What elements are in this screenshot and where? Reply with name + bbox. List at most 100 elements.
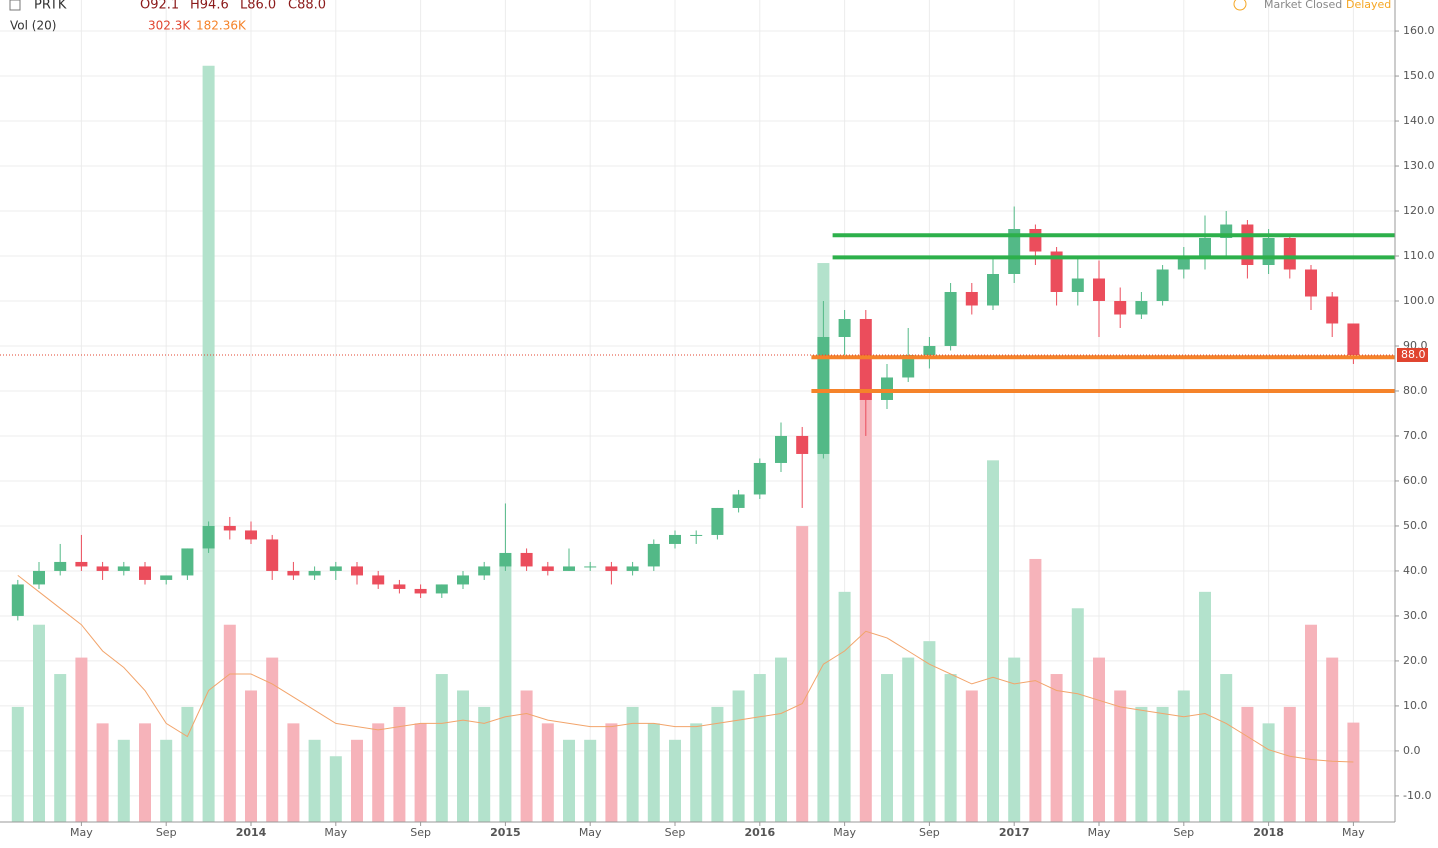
volume-bar bbox=[605, 723, 618, 822]
candle-body bbox=[753, 462, 766, 495]
candle-body bbox=[33, 570, 45, 585]
y-tick-label: 140.0 bbox=[1403, 114, 1435, 127]
volume-bar bbox=[287, 723, 300, 822]
candle-body bbox=[1093, 278, 1105, 301]
volume-bar bbox=[329, 756, 342, 822]
volume-bar bbox=[75, 657, 88, 822]
candle-body bbox=[266, 539, 279, 571]
volume-bar bbox=[520, 690, 533, 822]
candle-body bbox=[308, 570, 321, 576]
volume-ma-value: 182.36K bbox=[196, 19, 247, 33]
x-tick-label: May bbox=[833, 826, 856, 839]
volume-bar bbox=[1241, 706, 1254, 822]
volume-bar bbox=[202, 65, 215, 822]
candle-body bbox=[223, 525, 236, 531]
volume-bar bbox=[1071, 608, 1084, 822]
candle-body bbox=[1305, 269, 1317, 297]
volume-bar bbox=[11, 706, 24, 822]
candle-body bbox=[1262, 238, 1275, 266]
status-icon bbox=[1233, 0, 1247, 11]
volume-bar bbox=[711, 706, 724, 822]
axes: -10.0 0.0 10.0 20.0 30.0 40.0 50.0 60.0 70.0 80.0… bbox=[70, 24, 1434, 839]
volume-bar bbox=[393, 706, 406, 822]
candle-body bbox=[1326, 296, 1339, 324]
volume-bar bbox=[1156, 706, 1169, 822]
candle-body bbox=[414, 588, 427, 594]
candle-body bbox=[329, 566, 342, 571]
volume-bar bbox=[1029, 558, 1042, 822]
volume-bar bbox=[1135, 706, 1148, 822]
y-tick-label: 60.0 bbox=[1403, 474, 1428, 487]
candle-body bbox=[605, 566, 618, 571]
x-tick-label: Sep bbox=[665, 826, 686, 839]
volume-bar bbox=[1347, 722, 1360, 822]
candle-body bbox=[520, 552, 533, 567]
y-tick-label: 80.0 bbox=[1403, 384, 1428, 397]
candle-body bbox=[351, 566, 363, 576]
candle-body bbox=[1156, 269, 1169, 301]
volume-bar bbox=[732, 690, 745, 822]
y-tick-label: 150.0 bbox=[1403, 69, 1435, 82]
candle-body bbox=[117, 566, 130, 571]
candle-body bbox=[1135, 300, 1148, 315]
candle-body bbox=[584, 566, 597, 568]
volume-bar bbox=[1093, 657, 1105, 822]
y-tick-label: 120.0 bbox=[1403, 204, 1435, 217]
volume-ma-line bbox=[17, 575, 1354, 763]
x-tick-label: Sep bbox=[156, 826, 177, 839]
y-tick-label: 130.0 bbox=[1403, 159, 1435, 172]
y-tick-label: 10.0 bbox=[1403, 699, 1428, 712]
high-label: H94.6 bbox=[190, 0, 229, 13]
volume-bar bbox=[372, 723, 385, 822]
candle-body bbox=[647, 543, 660, 567]
volume-bar bbox=[859, 361, 872, 822]
candle-body bbox=[838, 318, 851, 337]
y-tick-label: 70.0 bbox=[1403, 429, 1428, 442]
volume-bar bbox=[902, 657, 915, 822]
volume-title: Vol (20) bbox=[10, 19, 56, 33]
volume-bar bbox=[1050, 674, 1063, 822]
candle-body bbox=[1199, 238, 1211, 257]
x-tick-label: 2016 bbox=[744, 826, 775, 839]
volume-bar bbox=[1114, 690, 1127, 822]
candle-body bbox=[202, 525, 215, 549]
y-tick-label: 40.0 bbox=[1403, 564, 1428, 577]
close-label: C88.0 bbox=[288, 0, 326, 13]
x-tick-label: May bbox=[70, 826, 93, 839]
volume-bar bbox=[965, 690, 978, 822]
candle-body bbox=[457, 575, 469, 585]
x-tick-label: Sep bbox=[410, 826, 431, 839]
volume-bar bbox=[414, 723, 427, 822]
volume-value: 302.3K bbox=[148, 19, 191, 33]
volume-bar bbox=[541, 723, 554, 822]
volume-bar bbox=[753, 674, 766, 822]
volume-bar bbox=[96, 723, 109, 822]
volume-bar bbox=[1283, 706, 1296, 822]
candle-body bbox=[245, 530, 257, 540]
candle-body bbox=[902, 354, 915, 378]
candle-body bbox=[160, 575, 173, 580]
volume-pane bbox=[11, 65, 1360, 822]
candle-body bbox=[435, 584, 448, 594]
candle-body bbox=[1071, 278, 1084, 292]
candle-body bbox=[923, 345, 936, 355]
candle-body bbox=[626, 566, 639, 571]
last-price-box bbox=[1397, 347, 1428, 362]
volume-bar bbox=[139, 723, 151, 822]
candle-body bbox=[817, 336, 830, 454]
candle-body bbox=[690, 534, 703, 536]
volume-bar bbox=[690, 723, 703, 822]
y-tick-label: 160.0 bbox=[1403, 24, 1435, 37]
candle-body bbox=[669, 534, 681, 544]
collapse-icon[interactable] bbox=[9, 0, 21, 11]
x-tick-label: Sep bbox=[1173, 826, 1194, 839]
volume-bar bbox=[1008, 657, 1021, 822]
volume-bar bbox=[987, 460, 999, 822]
x-tick-label: 2018 bbox=[1253, 826, 1284, 839]
y-tick-label: 30.0 bbox=[1403, 609, 1428, 622]
y-tick-label: 20.0 bbox=[1403, 654, 1428, 667]
volume-bar bbox=[1262, 723, 1275, 822]
candle-body bbox=[181, 548, 194, 576]
volume-bar bbox=[584, 739, 597, 822]
